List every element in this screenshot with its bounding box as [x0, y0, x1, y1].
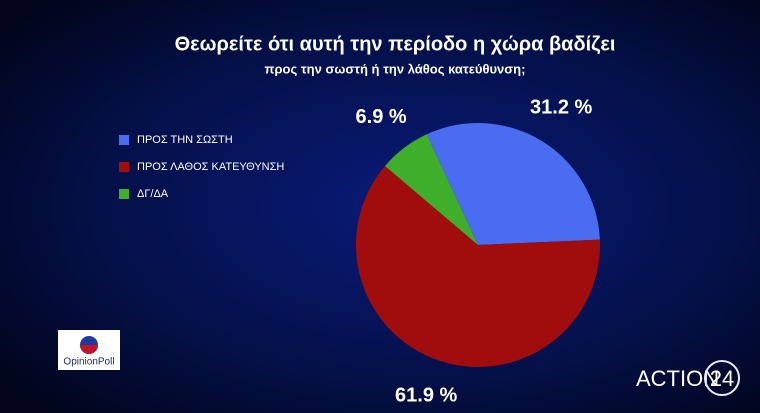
legend-label: ΠΡΟΣ ΛΑΘΟΣ ΚΑΤΕΥΘΥΝΣΗ — [137, 161, 284, 173]
legend-label: ΠΡΟΣ ΤΗΝ ΣΩΣΤΗ — [137, 134, 233, 146]
legend-label: ΔΓ/ΔΑ — [137, 188, 169, 200]
channel-number: 24 — [710, 366, 734, 391]
logo-icon — [80, 345, 98, 354]
pie-slice — [384, 134, 478, 245]
value-label: 6.9 % — [356, 106, 407, 128]
legend-swatch — [119, 189, 129, 199]
channel-ring — [704, 360, 740, 396]
value-label: 31.2 % — [530, 97, 592, 119]
pie-slice — [426, 123, 600, 245]
pie-slice — [355, 166, 600, 367]
channel-logo: ACTION 24 — [636, 360, 740, 396]
legend-swatch — [119, 162, 129, 172]
legend-swatch — [119, 135, 129, 145]
pollster-logo: OpinionPoll — [58, 330, 120, 370]
pollster-name: OpinionPoll — [63, 357, 114, 368]
chart-title: Θεωρείτε ότι αυτή την περίοδο η χώρα βαδ… — [175, 33, 616, 55]
value-label: 61.9 % — [395, 385, 457, 407]
chart-subtitle: προς την σωστή ή την λάθος κατεύθυνση; — [265, 61, 526, 76]
